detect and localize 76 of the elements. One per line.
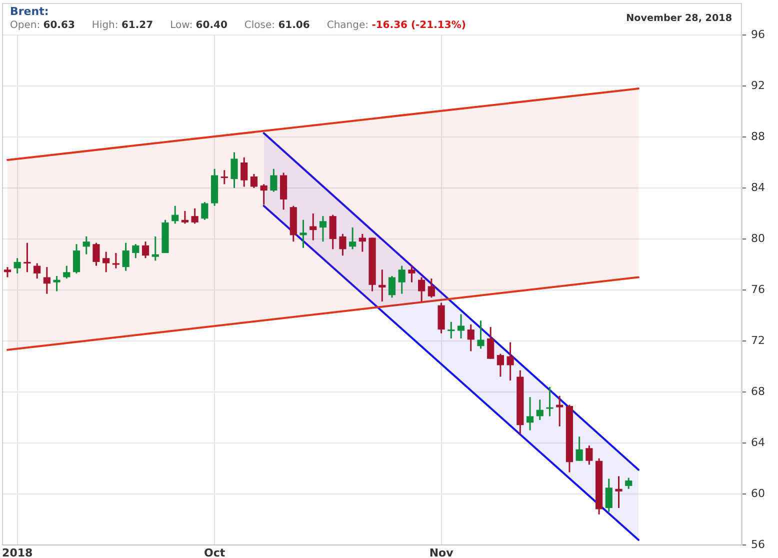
candlestick [122, 242, 130, 272]
candlestick [388, 275, 396, 298]
chart-title: Brent: [10, 5, 49, 18]
candlestick [112, 252, 120, 270]
candlestick [152, 236, 159, 262]
candlestick [506, 342, 514, 382]
candlestick [14, 257, 21, 274]
candlestick [63, 265, 70, 280]
text: High: 61.27 [92, 20, 154, 31]
candlestick [72, 243, 80, 274]
candlestick [24, 242, 31, 273]
candlestick [270, 168, 278, 193]
y-tick-label: 56 [751, 538, 765, 551]
candlestick [467, 324, 474, 352]
candlestick [448, 321, 455, 340]
text: Close: 61.06 [244, 20, 310, 31]
y-tick-label: 60 [751, 486, 765, 500]
candlestick [546, 386, 554, 417]
candlestick [339, 233, 346, 256]
candlestick [398, 265, 406, 295]
candlestick [181, 210, 189, 224]
candlestick [586, 444, 593, 466]
y-tick-label: 96 [751, 28, 765, 41]
text: Open: 60.63 [10, 20, 75, 31]
candlestick [240, 156, 248, 188]
candlestick [220, 169, 228, 185]
text: Low: 60.40 [170, 20, 228, 31]
candlestick [605, 478, 612, 513]
candlestick [310, 212, 317, 242]
candlestick [329, 214, 336, 250]
candlestick [4, 266, 12, 278]
candlestick [526, 396, 534, 431]
candlestick [408, 265, 416, 284]
candlestick [201, 201, 208, 221]
candlestick [92, 242, 100, 267]
candlestick [536, 398, 544, 421]
candlestick [172, 205, 179, 224]
candlestick [576, 436, 583, 462]
candlestick [230, 152, 238, 189]
candlestick [53, 275, 60, 292]
candlestick [378, 268, 386, 302]
candlestick [615, 475, 622, 509]
y-tick-label: 76 [751, 282, 765, 296]
text: Change: -16.36 (-21.13%) [326, 20, 466, 31]
candlestick [556, 395, 564, 428]
y-tick-label: 80 [751, 232, 765, 245]
y-tick-label: 92 [751, 78, 765, 92]
candlestick [34, 262, 41, 280]
chart-subtitle: November 28, 2018 [626, 13, 732, 24]
candlestick [250, 173, 258, 189]
y-tick-label: 68 [751, 384, 765, 398]
x-tick-label: Nov [429, 546, 454, 558]
y-tick-label: 72 [751, 334, 765, 347]
candlestick [496, 353, 504, 378]
candlestick [418, 276, 426, 302]
y-tick-label: 88 [751, 130, 765, 143]
candlestick [43, 266, 50, 295]
x-tick-label: 2018 [2, 546, 33, 558]
candlestick [625, 477, 632, 490]
x-tick-label: Oct [204, 546, 226, 558]
candlestick [300, 219, 307, 249]
y-tick-label: 84 [751, 180, 765, 194]
candlestick [358, 233, 366, 252]
candlestick [132, 243, 140, 259]
candlestick [102, 251, 110, 273]
candlestick [487, 326, 494, 360]
candlestick [260, 183, 268, 206]
candlestick [349, 226, 356, 250]
candlestick [142, 240, 150, 259]
y-tick-label: 64 [751, 436, 765, 449]
candlestick [319, 215, 327, 242]
candlestick [477, 320, 484, 350]
candlestick [191, 208, 198, 224]
candlestick [428, 278, 435, 298]
candlestick [457, 313, 465, 340]
candlestick [82, 236, 90, 256]
